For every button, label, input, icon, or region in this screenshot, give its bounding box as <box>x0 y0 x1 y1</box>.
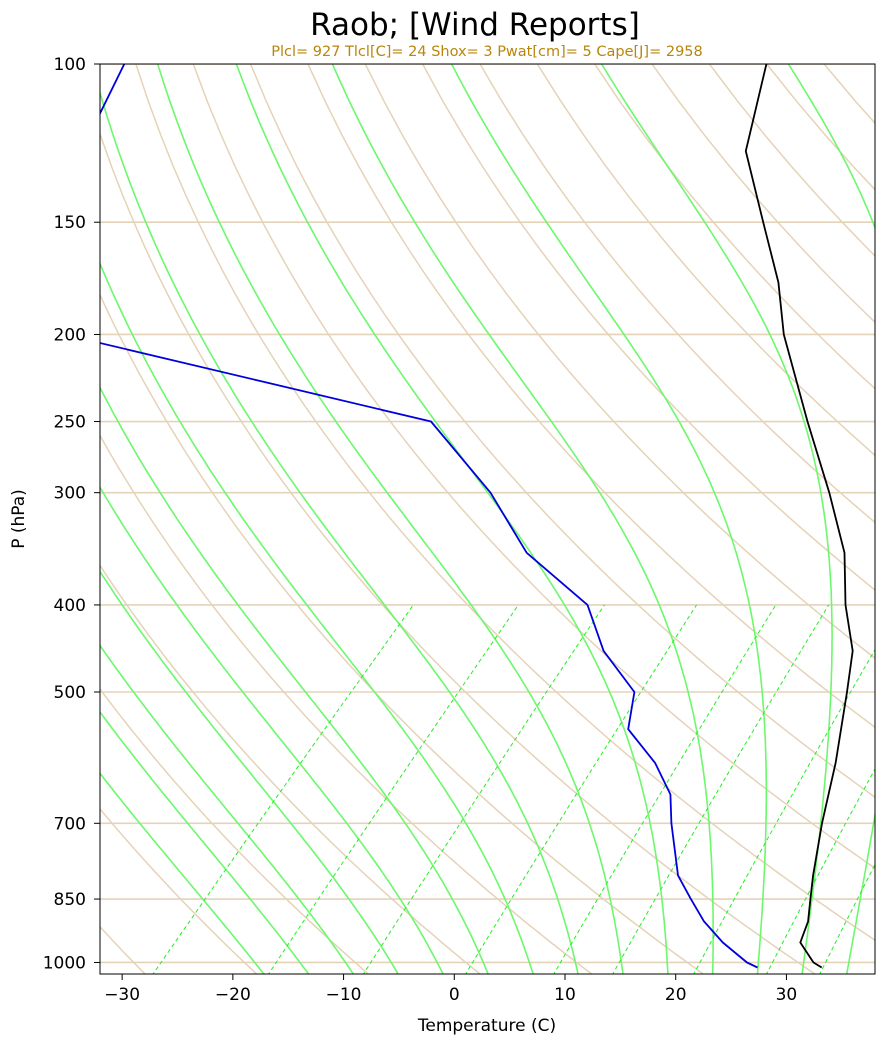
dry-adiabat <box>651 64 875 324</box>
x-tick-label: 20 <box>665 985 687 1005</box>
y-tick-label: 300 <box>54 484 86 504</box>
moist-adiabat <box>100 644 355 974</box>
dry-adiabat <box>823 64 875 125</box>
dry-adiabat <box>192 64 875 870</box>
y-tick-label: 200 <box>54 325 86 345</box>
moist-adiabat <box>100 570 400 974</box>
moist-adiabat <box>235 64 669 974</box>
y-tick-label: 400 <box>54 596 86 616</box>
y-tick-label: 700 <box>54 814 86 834</box>
moist-adiabat <box>600 64 833 974</box>
dry-adiabat <box>249 64 875 799</box>
x-axis-label: Temperature (C) <box>417 1016 556 1036</box>
y-tick-label: 100 <box>54 55 86 75</box>
sounding-series-1 <box>100 64 758 969</box>
x-tick-label: 10 <box>554 985 576 1005</box>
mixing-ratio-lines <box>152 604 875 974</box>
y-tick-label: 1000 <box>43 953 86 973</box>
x-tick-label: −20 <box>215 985 251 1005</box>
mixing-ratio-line <box>553 604 777 974</box>
moist-adiabat <box>156 64 624 974</box>
y-tick-label: 850 <box>54 890 86 910</box>
y-axis-label: P (hPa) <box>9 489 29 549</box>
moist-adiabat <box>331 64 714 974</box>
sounding-series-0 <box>744 64 854 969</box>
x-tick-label: 30 <box>776 985 798 1005</box>
moist-adiabats <box>100 64 875 974</box>
moist-adiabat <box>100 710 310 974</box>
moist-adiabat <box>450 64 768 974</box>
dry-adiabat <box>100 293 705 974</box>
moist-adiabat <box>100 89 579 974</box>
moist-adiabat <box>100 385 489 974</box>
y-axis: 100 150 200 250 300 400 500 700 850 1000 <box>43 55 100 973</box>
chart-title: Raob; [Wind Reports] <box>310 7 640 43</box>
dry-adiabat <box>307 64 875 729</box>
x-tick-label: −10 <box>326 985 362 1005</box>
moist-adiabat <box>100 261 534 974</box>
moist-adiabat <box>100 772 265 974</box>
moist-adiabat <box>100 485 444 974</box>
dry-adiabat <box>100 807 258 974</box>
mixing-ratio-line <box>152 604 414 974</box>
mixing-ratio-line <box>267 604 519 974</box>
chart-subtitle: Plcl= 927 Tlcl[C]= 24 Shox= 3 Pwat[cm]= … <box>271 44 703 60</box>
dry-adiabats <box>100 64 885 982</box>
x-tick-label: −30 <box>104 985 140 1005</box>
isobar-grid <box>100 64 875 964</box>
mixing-ratio-line <box>693 648 875 974</box>
y-tick-label: 150 <box>54 213 86 233</box>
x-axis: −30 −20 −10 0 10 20 30 <box>104 974 797 1005</box>
dry-adiabat <box>100 687 370 974</box>
dry-adiabat <box>536 64 875 457</box>
mixing-ratio-line <box>465 604 698 974</box>
dry-adiabat <box>421 64 875 591</box>
y-tick-label: 500 <box>54 683 86 703</box>
dry-adiabat <box>100 131 817 974</box>
mixing-ratio-line <box>765 767 875 974</box>
dry-adiabat <box>100 564 482 974</box>
dry-adiabat <box>100 433 593 974</box>
x-tick-label: 0 <box>449 985 460 1005</box>
dry-adiabat <box>479 64 875 524</box>
sounding-profiles <box>100 64 854 969</box>
dry-adiabat <box>708 64 875 257</box>
mixing-ratio-line <box>612 604 830 974</box>
dry-adiabat <box>135 64 875 942</box>
plot-frame <box>99 63 876 975</box>
dry-adiabat <box>364 64 875 660</box>
dry-adiabat <box>881 64 885 982</box>
y-tick-label: 250 <box>54 413 86 433</box>
moist-adiabat <box>787 64 875 974</box>
mixing-ratio-line <box>362 604 605 974</box>
